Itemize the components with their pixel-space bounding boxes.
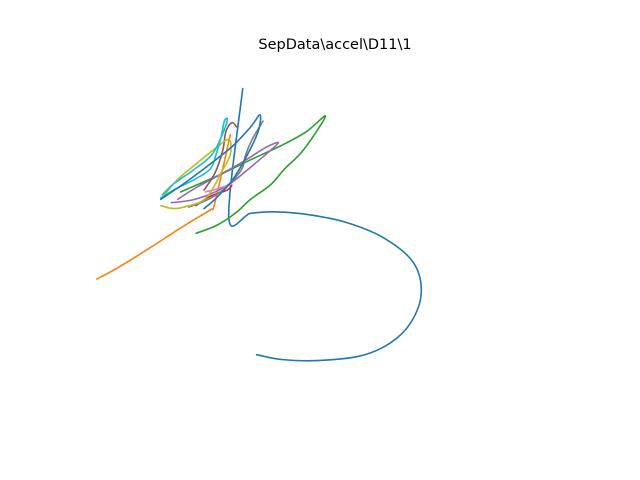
series-line-6: [203, 121, 238, 191]
chart-title: SepData\accel\D11\1: [258, 37, 411, 53]
series-line-11: [160, 113, 262, 210]
series-line-8: [187, 120, 264, 208]
series-line-2: [96, 134, 232, 280]
plot-area: [96, 87, 423, 362]
series-line-10: [160, 117, 229, 199]
series-line-3: [179, 115, 327, 235]
series-line-5: [170, 141, 280, 204]
series-line-9: [160, 138, 232, 210]
series-line-1: [227, 87, 423, 362]
